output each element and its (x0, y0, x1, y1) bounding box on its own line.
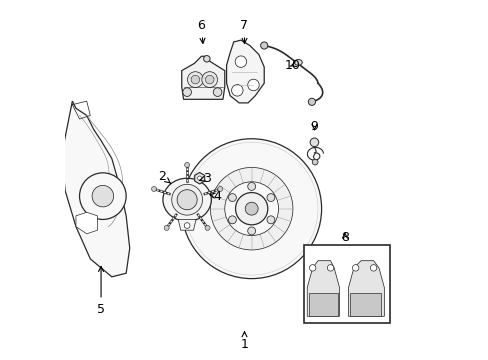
Circle shape (151, 186, 156, 192)
Ellipse shape (294, 59, 302, 65)
Circle shape (308, 98, 315, 105)
Circle shape (182, 139, 321, 279)
Text: 6: 6 (197, 19, 205, 43)
Circle shape (184, 223, 190, 228)
Polygon shape (348, 261, 384, 316)
Text: 1: 1 (240, 332, 248, 351)
Ellipse shape (163, 178, 211, 221)
Circle shape (228, 216, 236, 224)
Circle shape (210, 167, 292, 250)
Circle shape (352, 265, 358, 271)
Circle shape (191, 75, 199, 84)
Circle shape (183, 88, 191, 96)
Polygon shape (178, 220, 196, 230)
Circle shape (92, 185, 113, 207)
Bar (349, 293, 380, 316)
Circle shape (312, 159, 317, 165)
Circle shape (171, 184, 202, 215)
Circle shape (204, 225, 210, 230)
Circle shape (187, 72, 203, 87)
Text: 5: 5 (97, 266, 105, 316)
Circle shape (260, 42, 267, 49)
Circle shape (309, 265, 315, 271)
Circle shape (231, 85, 243, 96)
Polygon shape (226, 40, 264, 103)
Circle shape (309, 138, 318, 147)
Text: 9: 9 (310, 120, 318, 133)
Circle shape (213, 88, 222, 96)
Circle shape (266, 216, 274, 224)
Bar (308, 293, 337, 316)
Polygon shape (61, 101, 129, 277)
Circle shape (80, 173, 126, 220)
Circle shape (177, 190, 197, 210)
Circle shape (217, 186, 222, 192)
Circle shape (266, 194, 274, 202)
Circle shape (247, 79, 259, 91)
Circle shape (164, 225, 169, 230)
Text: 2: 2 (158, 170, 171, 184)
Bar (303, 244, 389, 323)
Polygon shape (306, 261, 339, 316)
Circle shape (205, 75, 214, 84)
Text: 8: 8 (340, 231, 348, 244)
Text: 3: 3 (199, 172, 210, 185)
Circle shape (369, 265, 376, 271)
Circle shape (197, 176, 202, 180)
Circle shape (224, 182, 278, 235)
Circle shape (202, 72, 217, 87)
Text: 10: 10 (285, 59, 300, 72)
Circle shape (247, 183, 255, 190)
Circle shape (244, 202, 258, 215)
Circle shape (326, 265, 333, 271)
Circle shape (235, 193, 267, 225)
Polygon shape (182, 56, 224, 99)
Circle shape (247, 227, 255, 235)
Text: 7: 7 (240, 19, 248, 43)
Circle shape (235, 56, 246, 67)
Circle shape (228, 194, 236, 202)
Polygon shape (194, 172, 204, 184)
Circle shape (203, 55, 210, 62)
Circle shape (184, 162, 189, 167)
Text: 4: 4 (209, 190, 221, 203)
Polygon shape (76, 212, 97, 234)
